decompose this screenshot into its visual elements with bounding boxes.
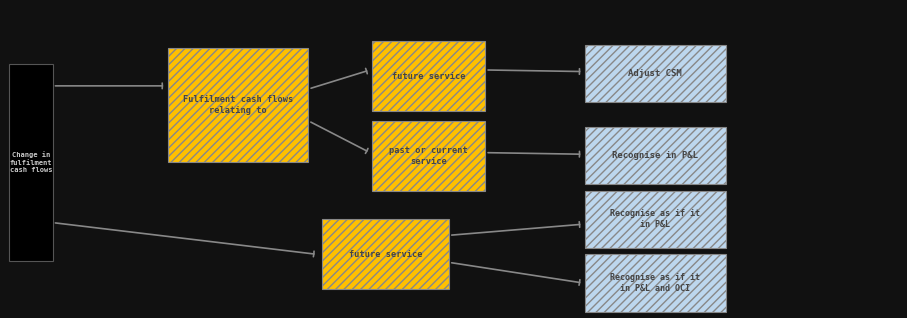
FancyBboxPatch shape <box>585 254 726 312</box>
FancyBboxPatch shape <box>322 219 449 289</box>
Text: Recognise in P&L: Recognise in P&L <box>612 151 698 160</box>
FancyBboxPatch shape <box>372 41 485 111</box>
Text: Adjust CSM: Adjust CSM <box>629 69 682 78</box>
Text: Fulfilment cash flows
relating to: Fulfilment cash flows relating to <box>183 95 293 115</box>
FancyBboxPatch shape <box>585 127 726 184</box>
FancyBboxPatch shape <box>9 64 53 261</box>
FancyBboxPatch shape <box>585 45 726 102</box>
FancyBboxPatch shape <box>372 121 485 191</box>
FancyBboxPatch shape <box>585 191 726 248</box>
Text: Change in
fulfilment
cash flows: Change in fulfilment cash flows <box>10 151 52 173</box>
FancyBboxPatch shape <box>168 48 308 162</box>
Text: past or current
service: past or current service <box>389 146 468 166</box>
Text: Recognise as if it
in P&L: Recognise as if it in P&L <box>610 209 700 230</box>
Text: future service: future service <box>348 250 423 259</box>
Text: Recognise as if it
in P&L and OCI: Recognise as if it in P&L and OCI <box>610 273 700 293</box>
Text: future service: future service <box>392 72 465 81</box>
